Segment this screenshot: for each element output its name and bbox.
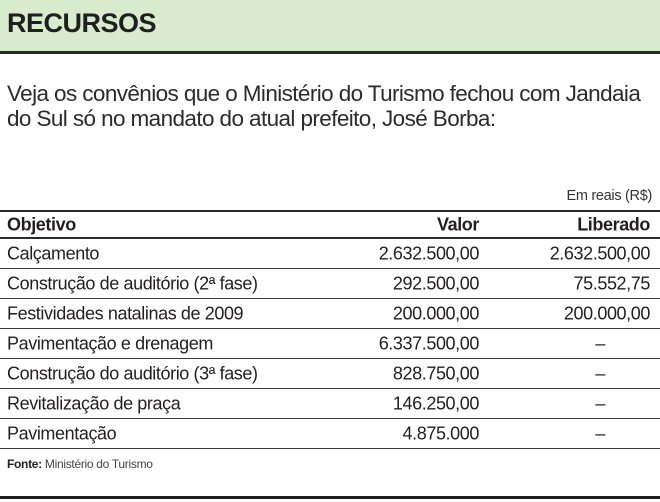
cell-valor: 4.875.000: [402, 423, 480, 443]
cell-objetivo: Construção do auditório (3ª fase): [7, 363, 258, 383]
column-header-liberado: Liberado: [577, 214, 650, 234]
source-text: Ministério do Turismo: [44, 457, 153, 471]
agreements-table: Objetivo Valor Liberado Calçamento 2.632…: [0, 210, 660, 449]
table-row: Construção do auditório (3ª fase) 828.75…: [0, 359, 660, 389]
cell-objetivo: Festividades natalinas de 2009: [7, 303, 244, 323]
cell-liberado: 2.632.500,00: [549, 243, 651, 263]
column-header-objetivo: Objetivo: [7, 214, 76, 234]
cell-objetivo: Construção de auditório (2ª fase): [7, 273, 258, 293]
table-header-row: Objetivo Valor Liberado: [0, 210, 660, 239]
section-title: RECURSOS: [7, 8, 157, 38]
cell-liberado: –: [595, 333, 605, 353]
cell-liberado: 75.552,75: [573, 273, 651, 293]
table-row: Pavimentação 4.875.000 –: [0, 419, 660, 449]
table-row: Pavimentação e drenagem 6.337.500,00 –: [0, 329, 660, 359]
cell-valor: 146.250,00: [392, 393, 479, 413]
cell-objetivo: Pavimentação: [7, 423, 117, 443]
table-row: Calçamento 2.632.500,00 2.632.500,00: [0, 239, 660, 269]
table-row: Festividades natalinas de 2009 200.000,0…: [0, 299, 660, 329]
cell-liberado: –: [595, 393, 605, 413]
bottom-rule: [0, 496, 660, 499]
cell-valor: 200.000,00: [392, 303, 479, 323]
cell-valor: 292.500,00: [392, 273, 479, 293]
cell-objetivo: Calçamento: [7, 243, 100, 263]
cell-liberado: –: [595, 363, 605, 383]
unit-note: Em reais (R$): [566, 188, 652, 204]
cell-valor: 828.750,00: [392, 363, 479, 383]
cell-objetivo: Revitalização de praça: [7, 393, 181, 413]
cell-valor: 6.337.500,00: [378, 333, 480, 353]
table-row: Construção de auditório (2ª fase) 292.50…: [0, 269, 660, 299]
cell-valor: 2.632.500,00: [378, 243, 480, 263]
cell-liberado: 200.000,00: [563, 303, 650, 323]
column-header-valor: Valor: [436, 214, 479, 234]
source-note: Fonte: Ministério do Turismo: [7, 457, 153, 471]
cell-liberado: –: [595, 423, 605, 443]
table-row: Revitalização de praça 146.250,00 –: [0, 389, 660, 419]
cell-objetivo: Pavimentação e drenagem: [7, 333, 213, 353]
intro-text: Veja os convênios que o Ministério do Tu…: [7, 81, 641, 131]
source-label: Fonte:: [7, 457, 42, 471]
header-band: RECURSOS: [0, 0, 660, 54]
